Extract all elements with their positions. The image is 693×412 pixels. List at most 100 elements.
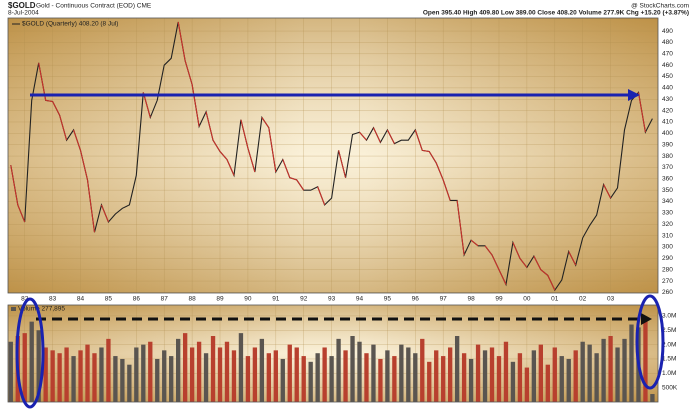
y-tick-label: 330 [662,210,673,217]
arrow-head [641,313,652,325]
volume-bar [196,341,202,402]
volume-legend: Volume 277,895 [18,306,65,313]
volume-bar [371,344,376,402]
volume-bar [336,338,341,402]
volume-bar [36,330,41,402]
down-segment [177,21,186,61]
down-segment [226,159,235,176]
volume-bar [29,321,34,402]
volume-bar [468,358,474,402]
down-segment [386,129,395,144]
down-segment [142,92,151,118]
down-segment [338,150,347,178]
volume-bar [238,333,244,402]
volume-bar [294,347,299,402]
source: @ StockCharts.com [631,3,689,10]
down-segment [59,115,68,141]
x-tick-label: 88 [189,296,197,303]
volume-bar [392,356,397,402]
down-segment [603,184,612,199]
y-tick-label: 1.5M [662,356,676,363]
volume-bar [169,356,174,402]
y-tick-label: 310 [662,232,673,239]
volume-bar [427,361,432,402]
x-tick-label: 96 [412,296,420,303]
x-tick-label: 89 [216,296,224,303]
y-tick-label: 430 [662,96,673,103]
volume-bar [552,347,557,402]
down-segment [86,179,96,233]
volume-bar [573,350,578,402]
down-segment [261,117,270,128]
down-segment [45,99,53,103]
volume-bar [441,356,446,402]
volume-bar [378,358,383,402]
volume-bar [92,353,97,402]
volume-bar [622,338,627,402]
x-tick-label: 03 [607,296,615,303]
volume-legend-swatch [11,307,16,311]
volume-bar [141,344,146,402]
highlight-ellipse [15,297,45,409]
volume-bar [420,338,425,402]
down-segment [533,255,542,270]
down-segment [372,127,381,143]
volume-bar [210,335,216,402]
volume-bar [399,344,404,402]
y-tick-label: 280 [662,266,673,273]
volume-bar [71,356,76,402]
x-tick-label: 93 [328,296,336,303]
down-segment [296,179,305,191]
down-segment [73,129,82,151]
volume-bar [531,350,537,402]
volume-bar [85,344,90,402]
y-tick-label: 260 [662,289,673,296]
y-tick-label: 360 [662,176,673,183]
volume-bar [364,353,369,402]
volume-bar [127,364,132,402]
volume-bar [57,353,62,402]
y-tick-label: 500K [662,384,678,391]
volume-bar [559,356,564,402]
down-segment [79,150,89,181]
volume-bar [189,347,195,402]
x-tick-label: 92 [300,296,308,303]
down-segment [10,165,19,206]
y-tick-label: 400 [662,130,673,137]
volume-bar [587,344,592,402]
volume-bar [162,350,167,402]
volume-bar [650,394,655,402]
down-segment [289,177,297,181]
price-panel-shade [8,18,658,293]
volume-bar [475,344,481,402]
y-tick-label: 290 [662,255,673,262]
down-segment [568,251,577,266]
x-tick-label: 00 [523,296,531,303]
down-segment [547,275,556,291]
down-segment [540,269,549,276]
down-segment [184,60,193,85]
y-tick-label: 480 [662,39,673,46]
volume-bar [203,353,209,402]
volume-bar [350,335,355,402]
down-segment [456,200,465,256]
date: 8-Jul-2004 [8,10,39,17]
y-tick-label: 2.0M [662,341,676,348]
volume-bar [217,347,223,402]
volume-bar [231,350,237,402]
volume-bar [43,347,48,402]
volume-bar [245,356,251,402]
volume-bar [259,338,265,402]
volume-bar [413,353,418,402]
legend: $GOLD (Quarterly) 408.20 (8 Jul) [22,21,118,28]
volume-bar [448,347,453,402]
volume-bar [503,341,509,402]
y-tick-label: 370 [662,164,673,171]
x-tick-label: 84 [77,296,85,303]
down-segment [17,204,26,223]
volume-bar [329,356,334,402]
y-tick-label: 440 [662,85,673,92]
volume-bar [434,350,439,402]
